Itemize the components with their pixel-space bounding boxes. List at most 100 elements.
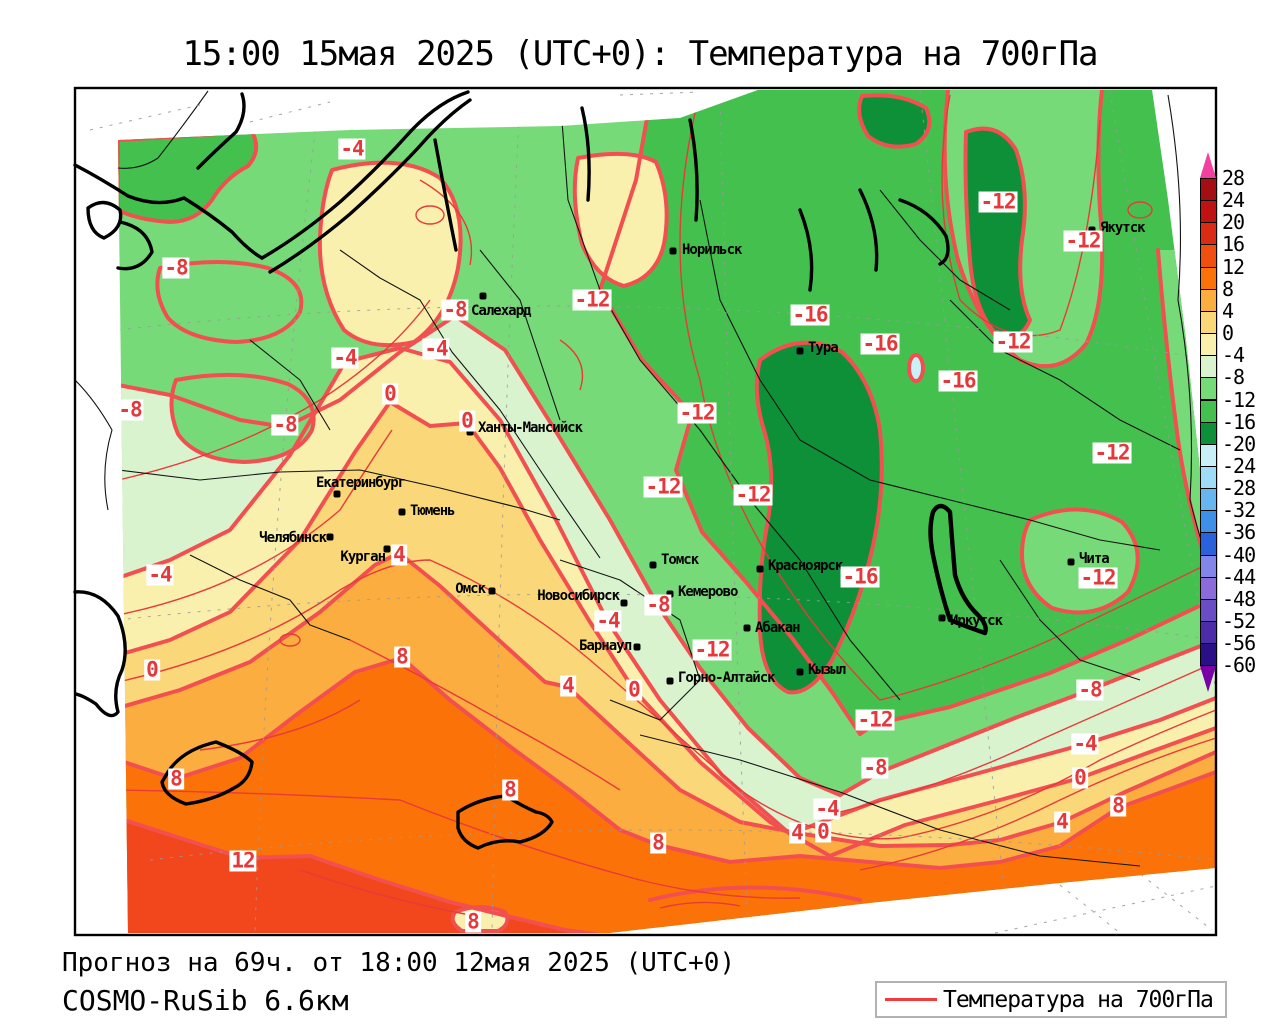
- contour-label: 0: [815, 819, 831, 844]
- city-dot: [669, 247, 677, 255]
- contour-label: 8: [394, 644, 410, 669]
- contour-label: 8: [1110, 793, 1126, 818]
- colorbar-cell: [1200, 377, 1217, 401]
- contour-label: -16: [840, 564, 880, 589]
- contour-label: -12: [1063, 228, 1103, 253]
- city-label: Курган: [340, 549, 386, 565]
- colorbar-over-triangle: [1200, 152, 1216, 178]
- colorbar-cell: [1200, 355, 1217, 379]
- city-label: Чита: [1079, 551, 1110, 567]
- colorbar-tick-label: 16: [1222, 232, 1245, 257]
- city-dot: [479, 292, 487, 300]
- contour-label: 8: [465, 909, 481, 934]
- contour-label: 0: [382, 381, 398, 406]
- contour-label: 4: [1054, 809, 1070, 834]
- band-orange: [118, 658, 1216, 933]
- contour-label: 8: [502, 777, 518, 802]
- colorbar-tick-label: 20: [1222, 210, 1245, 235]
- city-dot: [743, 624, 751, 632]
- colorbar-tick-label: 28: [1222, 166, 1245, 190]
- city-dot: [938, 614, 946, 622]
- contour-label: -12: [993, 329, 1033, 354]
- colorbar-cell: [1200, 310, 1217, 335]
- coastlines: [73, 90, 950, 850]
- colorbar-tick-label: -8: [1222, 365, 1245, 390]
- colorbar-tick-label: 8: [1222, 276, 1234, 301]
- colorbar-cell: [1200, 399, 1217, 423]
- contour-label: 4: [560, 673, 576, 698]
- colorbar-cell: [1200, 178, 1217, 202]
- contour-label: 4: [789, 820, 805, 845]
- city-label: Новосибирск: [537, 588, 620, 604]
- city-dot: [620, 599, 628, 607]
- contour-label: -12: [692, 637, 732, 662]
- city-label: Омск: [455, 581, 486, 597]
- colorbar-cell: [1200, 200, 1217, 224]
- contour-label: -12: [643, 474, 683, 499]
- city-dot: [796, 347, 804, 355]
- city-label: Иркутск: [950, 613, 1003, 629]
- colorbar-cell: [1200, 643, 1217, 667]
- page-title: 15:00 15мая 2025 (UTC+0): Температура на…: [182, 34, 1098, 74]
- colorbar-tick-label: -48: [1222, 586, 1256, 611]
- contour-label: -4: [422, 336, 450, 361]
- contour-label: -12: [978, 189, 1018, 214]
- colorbar-cell: [1200, 421, 1217, 445]
- colorbar-cell: [1200, 621, 1217, 645]
- city-dot: [666, 590, 674, 598]
- city-dot: [1088, 226, 1096, 234]
- colorbar-cell: [1200, 554, 1217, 578]
- margin-lines: [74, 90, 1209, 561]
- city-dot: [326, 533, 334, 541]
- colorbar-tick-label: -60: [1222, 653, 1256, 678]
- city-label: Барнаул: [578, 638, 632, 654]
- colorbar-tick-label: -40: [1222, 542, 1256, 567]
- city-dot: [756, 565, 764, 573]
- colorbar-tick-label: -24: [1222, 453, 1256, 478]
- colorbar-cell: [1200, 532, 1217, 556]
- city-label: Тура: [808, 340, 839, 356]
- city-label: Норильск: [682, 242, 742, 258]
- colorbar-tick-label: -32: [1222, 498, 1256, 523]
- city-dot: [398, 508, 406, 516]
- contour-label: -8: [1076, 677, 1104, 702]
- colorbar-cell: [1200, 598, 1217, 622]
- city-label: Абакан: [755, 620, 801, 636]
- city-dot: [666, 677, 674, 685]
- contour-label: 0: [626, 677, 642, 702]
- contour-label: -4: [338, 136, 366, 161]
- city-dot: [488, 587, 496, 595]
- colorbar-cell: [1200, 576, 1217, 600]
- colorbar-cell: [1200, 222, 1217, 246]
- contour-label: -8: [441, 297, 469, 322]
- lake-baikal: [928, 503, 988, 636]
- colorbar-tick-label: -56: [1222, 631, 1256, 656]
- colorbar-tick-label: 24: [1222, 188, 1245, 213]
- colorbar-cell: [1200, 333, 1217, 357]
- colorbar-tick-label: -28: [1222, 476, 1256, 501]
- city-dot: [466, 428, 474, 436]
- colorbar-tick-label: 12: [1222, 254, 1245, 279]
- colorbar-under-triangle: [1200, 666, 1216, 693]
- legend-label: Температура на 700гПа: [943, 986, 1214, 1013]
- contour-label: -16: [860, 331, 900, 356]
- colorbar-cell: [1200, 510, 1217, 534]
- contour-label: -12: [572, 287, 612, 312]
- contour-label: -8: [162, 255, 190, 280]
- city-label: Кемерово: [678, 584, 738, 600]
- colorbar-tick-label: 0: [1222, 321, 1234, 346]
- colorbar-cell: [1200, 244, 1217, 268]
- city-label: Тюмень: [410, 503, 456, 519]
- colorbar-tick-label: -4: [1222, 343, 1245, 368]
- city-dot: [796, 668, 804, 676]
- band-yellow: [118, 402, 1216, 856]
- colorbar-tick-label: -12: [1222, 387, 1256, 412]
- contour-label: 0: [1072, 765, 1088, 790]
- contour-label: -8: [116, 397, 144, 422]
- city-label: Томск: [661, 552, 699, 568]
- forecast-info: Прогноз на 69ч. от 18:00 12мая 2025 (UTC…: [62, 948, 736, 978]
- contour-label: -12: [855, 707, 895, 732]
- city-label: Красноярск: [768, 558, 843, 574]
